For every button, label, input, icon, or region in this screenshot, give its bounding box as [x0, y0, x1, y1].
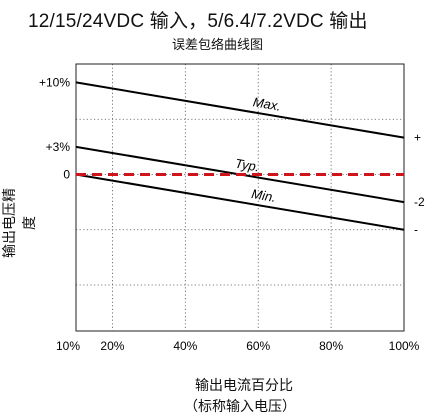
right-edge-label: - [414, 223, 418, 237]
right-edge-labels: + -2 - [414, 131, 425, 237]
x-tick-label: 60% [246, 339, 270, 353]
x-tick-labels: 10% 20% 40% 60% 80% 100% [56, 339, 420, 353]
x-axis-sublabel: （标称输入电压） [184, 398, 296, 414]
x-tick-label: 10% [56, 339, 80, 353]
y-axis-label: 输出电压精度 [2, 188, 38, 258]
x-tick-label: 100% [389, 339, 420, 353]
series-label: Min. [250, 186, 277, 205]
y-tick-label: +3% [46, 140, 71, 154]
series-layer: Max. Typ. Min. [75, 81, 405, 231]
series-line-max [75, 81, 405, 139]
right-edge-label: -2 [414, 195, 425, 209]
x-tick-label: 20% [100, 339, 124, 353]
y-tick-labels: +10% +3% 0 [39, 75, 70, 181]
right-edge-label: + [414, 131, 421, 145]
x-tick-label: 80% [319, 339, 343, 353]
series-label: Max. [252, 94, 282, 113]
grid [76, 64, 404, 331]
x-tick-label: 40% [173, 339, 197, 353]
plot-frame [75, 63, 405, 332]
y-tick-label: +10% [39, 75, 70, 89]
x-axis-label: 输出电流百分比 [195, 377, 293, 393]
series-line-min [75, 173, 405, 231]
series-label: Typ. [234, 156, 260, 175]
chart-subtitle: 误差包络曲线图 [171, 37, 263, 52]
chart-title: 12/15/24VDC 输入，5/6.4/7.2VDC 输出 [28, 11, 368, 32]
y-tick-label: 0 [63, 167, 70, 181]
